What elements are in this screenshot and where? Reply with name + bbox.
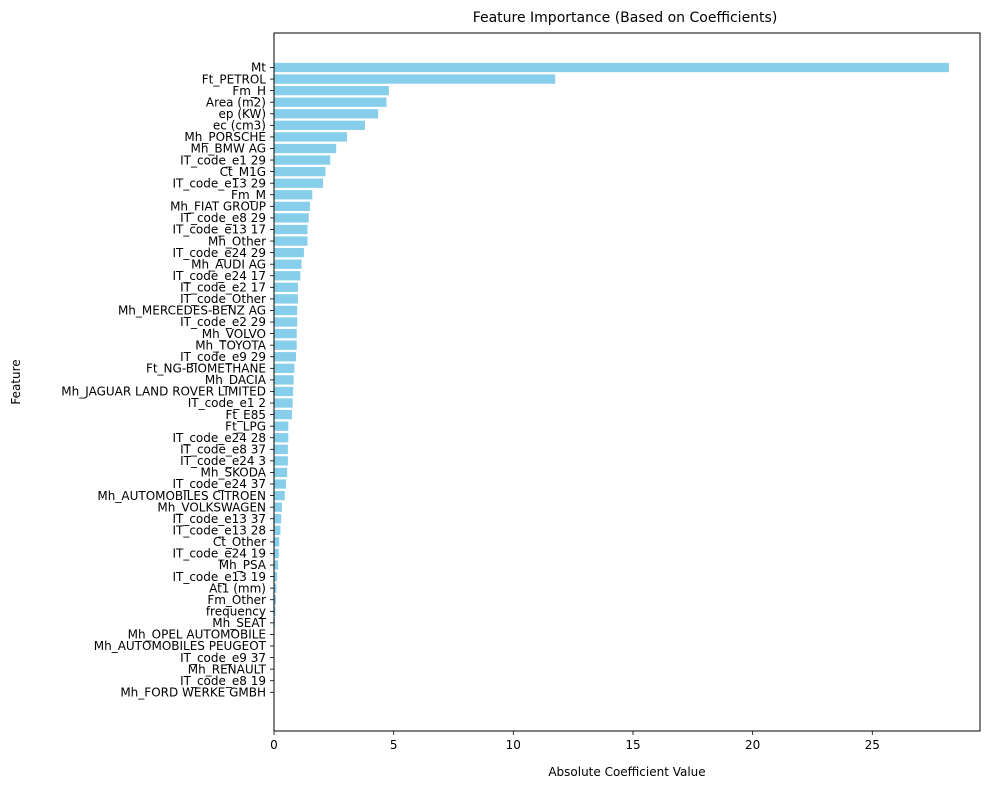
bar [274, 74, 555, 83]
bar [274, 63, 949, 72]
x-tick-label: 10 [506, 738, 521, 752]
bar [274, 433, 288, 442]
bar [274, 503, 282, 512]
bar [274, 190, 312, 199]
bar [274, 352, 296, 361]
bar [274, 514, 281, 523]
bar [274, 213, 309, 222]
bar [274, 317, 297, 326]
bar [274, 387, 293, 396]
bar [274, 294, 298, 303]
bar [274, 560, 278, 569]
bar [274, 364, 294, 373]
bar [274, 341, 297, 350]
bar [274, 132, 347, 141]
bar [274, 167, 325, 176]
bar [274, 144, 336, 153]
bar [274, 329, 297, 338]
y-tick-label: Mh_FORD WERKE GMBH [120, 685, 266, 699]
bar [274, 179, 323, 188]
chart-title: Feature Importance (Based on Coefficient… [473, 10, 778, 26]
bar [274, 283, 298, 292]
bar [274, 248, 304, 257]
x-axis-label: Absolute Coefficient Value [548, 765, 705, 779]
bar [274, 225, 308, 234]
bar [274, 410, 292, 419]
bar [274, 306, 297, 315]
bar [274, 375, 294, 384]
bar [274, 98, 386, 107]
bar [274, 468, 287, 477]
bar [274, 398, 293, 407]
plot-area-frame [274, 33, 980, 731]
bar [274, 202, 310, 211]
bar [274, 491, 285, 500]
bar [274, 422, 288, 431]
bar [274, 456, 288, 465]
bar [274, 121, 365, 130]
bar [274, 537, 279, 546]
bar [274, 236, 308, 245]
bar [274, 271, 300, 280]
bar [274, 260, 302, 269]
x-tick-label: 25 [865, 738, 880, 752]
bar [274, 526, 280, 535]
x-tick-label: 0 [270, 738, 278, 752]
bar [274, 86, 389, 95]
bar [274, 445, 288, 454]
x-tick-label: 15 [625, 738, 640, 752]
bar [274, 479, 286, 488]
bar [274, 549, 279, 558]
bar [274, 109, 378, 118]
x-tick-label: 5 [390, 738, 398, 752]
x-tick-label: 20 [745, 738, 760, 752]
bar [274, 155, 330, 164]
y-axis-label: Feature [9, 359, 23, 404]
